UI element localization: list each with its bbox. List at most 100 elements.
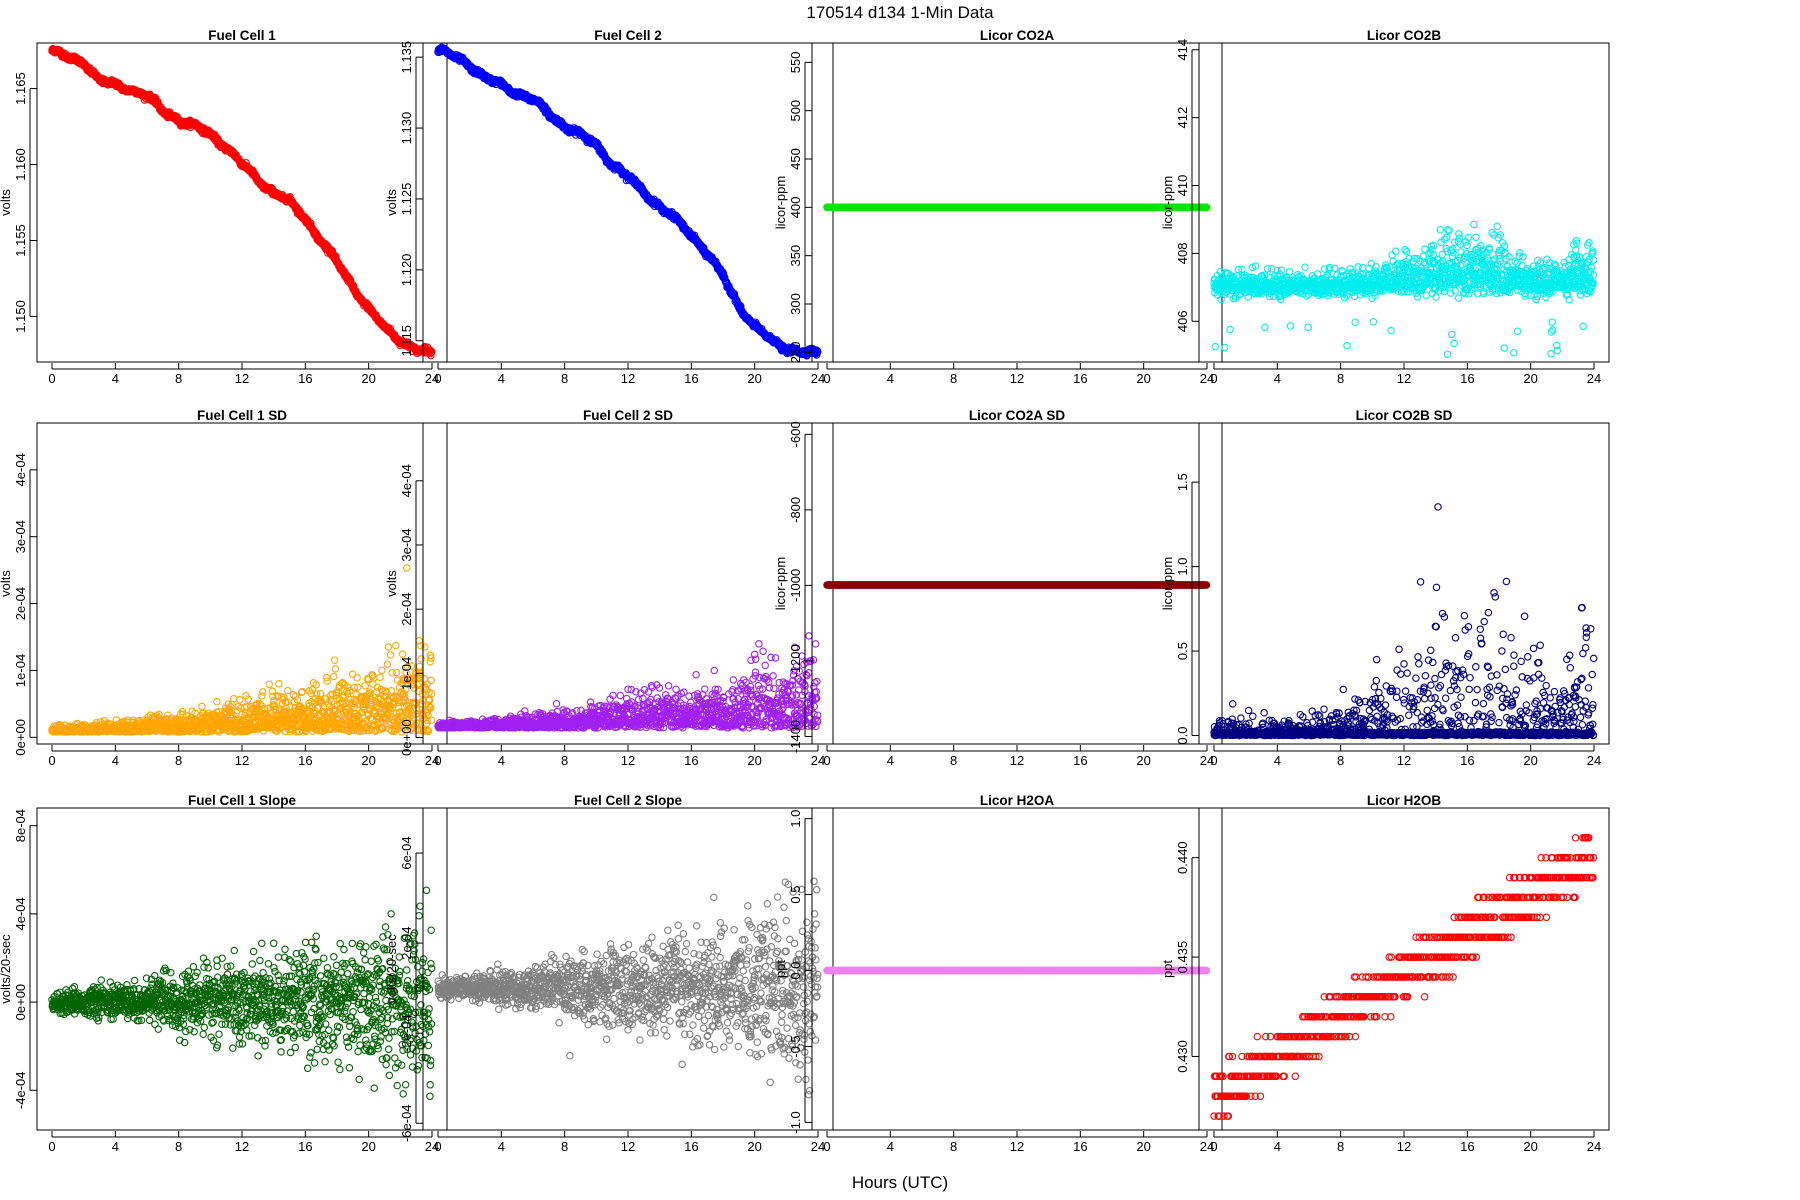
data-point	[1510, 348, 1518, 357]
scatter-points	[1210, 220, 1598, 359]
data-point	[1541, 263, 1549, 272]
x-tick-label: 8	[175, 371, 182, 386]
data-point	[1268, 265, 1276, 273]
data-point	[1493, 222, 1501, 231]
data-point	[1488, 229, 1496, 237]
data-point	[1441, 283, 1449, 291]
y-tick-label: 550	[788, 51, 803, 73]
data-point	[1506, 288, 1514, 297]
data-point	[1511, 257, 1519, 265]
data-point	[1286, 322, 1295, 330]
panel-title: Licor CO2A	[980, 28, 1055, 43]
data-point	[1244, 293, 1253, 301]
data-point	[1331, 264, 1339, 273]
data-point	[1496, 231, 1505, 239]
data-point	[1323, 270, 1332, 279]
data-point	[1265, 292, 1274, 301]
data-point	[1302, 292, 1311, 300]
y-tick-label: 400	[788, 196, 803, 218]
scatter-points	[48, 44, 436, 360]
data-point	[1261, 323, 1269, 332]
data-point	[1549, 326, 1557, 334]
y-tick-label: 1.155	[13, 224, 28, 257]
panel-title: Fuel Cell 2	[594, 28, 662, 43]
data-point	[1496, 257, 1504, 265]
data-point	[1222, 288, 1230, 297]
data-point	[1325, 263, 1334, 272]
data-point	[1435, 287, 1443, 295]
data-point	[1369, 318, 1378, 326]
data-point	[1276, 295, 1285, 303]
data-point	[1505, 253, 1513, 261]
data-point	[1519, 253, 1527, 261]
x-tick-label: 24	[425, 371, 439, 386]
data-point	[1371, 291, 1379, 300]
x-tick-label: 0	[434, 371, 441, 386]
y-tick-label: 1.120	[399, 254, 414, 287]
figure-title: 170514 d134 1-Min Data	[806, 3, 994, 22]
data-point	[1263, 265, 1272, 273]
data-point	[1471, 273, 1479, 282]
y-tick-label: 1.160	[13, 148, 28, 181]
x-tick-label: 16	[1073, 371, 1087, 386]
data-point	[1251, 262, 1260, 270]
data-point	[1492, 264, 1500, 273]
data-point	[1428, 246, 1436, 254]
data-point	[1269, 292, 1278, 301]
y-axis: 1.115 1.120 1.125 1.130 1.135	[399, 41, 423, 357]
data-point	[1500, 242, 1509, 251]
data-point	[1304, 323, 1312, 331]
y-tick-label: 1.115	[399, 325, 414, 357]
data-point	[1226, 325, 1234, 334]
y-tick-label: 1.130	[399, 112, 414, 145]
data-point	[1478, 246, 1487, 254]
data-point	[1217, 295, 1225, 304]
y-tick-label: 1.125	[399, 183, 414, 216]
y-axis-label: volts	[384, 189, 399, 216]
data-point	[1451, 287, 1459, 295]
data-point	[1470, 220, 1478, 229]
data-point	[1421, 245, 1429, 253]
x-tick-label: 0	[48, 371, 55, 386]
x-tick-label: 12	[235, 371, 249, 386]
data-point	[1485, 245, 1494, 254]
y-tick-label: 1.165	[13, 72, 28, 105]
x-axis: 0 4 8 12 16 20 24	[48, 363, 439, 386]
x-tick-label: 20	[361, 371, 375, 386]
data-point	[1443, 350, 1452, 359]
plot-frame	[422, 42, 834, 363]
data-point	[1454, 294, 1463, 302]
data-point	[427, 351, 435, 360]
data-point	[1387, 326, 1395, 335]
data-point	[1547, 350, 1555, 358]
x-tick-label: 16	[684, 371, 698, 386]
data-point	[1340, 293, 1349, 302]
data-point	[1450, 339, 1458, 348]
x-tick-label: 8	[950, 371, 957, 386]
data-point	[1521, 292, 1529, 300]
x-tick-label: 12	[1010, 371, 1024, 386]
data-point	[1462, 249, 1471, 258]
data-point	[1529, 262, 1538, 270]
data-point	[1436, 226, 1444, 234]
x-tick-label: 24	[811, 371, 825, 386]
data-point	[1548, 318, 1557, 326]
data-point	[1277, 266, 1286, 275]
data-point	[1515, 252, 1524, 261]
data-point	[1402, 247, 1411, 256]
data-point	[1492, 289, 1501, 298]
data-point	[1342, 291, 1351, 300]
data-point	[1445, 226, 1453, 235]
y-tick-label: 1.135	[399, 41, 414, 74]
x-tick-label: 20	[1136, 371, 1150, 386]
y-axis: 1.150 1.155 1.160 1.165	[13, 72, 37, 333]
data-point	[1429, 241, 1438, 250]
x-tick-label: 12	[621, 371, 635, 386]
y-tick-label: 1.150	[13, 300, 28, 333]
data-point	[1448, 252, 1457, 261]
y-tick-label: 350	[788, 245, 803, 267]
plot-frame	[811, 42, 1223, 363]
data-point	[1449, 249, 1457, 257]
x-tick-label: 4	[112, 371, 119, 386]
